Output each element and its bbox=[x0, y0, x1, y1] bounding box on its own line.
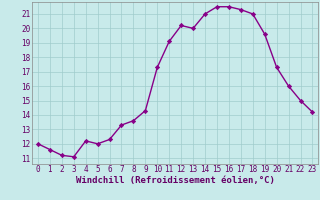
X-axis label: Windchill (Refroidissement éolien,°C): Windchill (Refroidissement éolien,°C) bbox=[76, 176, 275, 185]
